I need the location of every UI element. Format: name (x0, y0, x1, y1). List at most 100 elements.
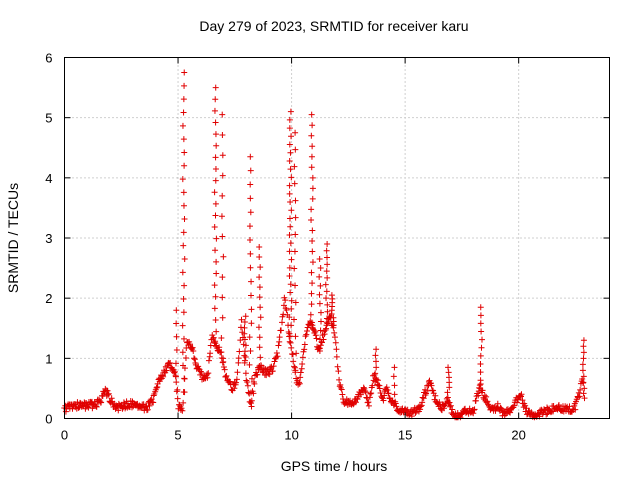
data-point (316, 256, 323, 263)
data-point (243, 377, 250, 384)
data-point (447, 402, 454, 409)
data-point (233, 379, 240, 386)
data-point (160, 373, 167, 380)
data-point (241, 330, 248, 337)
data-point (391, 391, 398, 398)
data-point (317, 327, 324, 334)
data-point (191, 356, 198, 363)
data-point (93, 403, 100, 410)
data-point (171, 369, 178, 376)
data-point (286, 330, 293, 337)
data-point (286, 116, 293, 123)
data-point (477, 304, 484, 311)
data-point (430, 387, 437, 394)
data-point (211, 305, 218, 312)
data-point (172, 360, 179, 367)
data-point (309, 280, 316, 287)
x-tick-label: 20 (511, 428, 525, 443)
data-point (317, 336, 324, 343)
data-point (247, 237, 254, 244)
data-point (339, 391, 346, 398)
data-point (273, 349, 280, 356)
data-point (458, 411, 465, 418)
data-point (288, 133, 295, 140)
data-point (309, 143, 316, 150)
data-point (247, 398, 254, 405)
data-point (257, 304, 264, 311)
data-point (180, 109, 187, 116)
data-point (105, 390, 112, 397)
data-point (212, 200, 219, 207)
data-point (419, 399, 426, 406)
data-point (317, 309, 324, 316)
data-point (105, 391, 112, 398)
data-point (323, 288, 330, 295)
data-point (213, 235, 220, 242)
data-point (286, 248, 293, 255)
data-point (75, 404, 82, 411)
data-point (179, 269, 186, 276)
data-point (180, 295, 187, 302)
data-point (153, 384, 160, 391)
data-point (317, 264, 324, 271)
data-point (181, 255, 188, 262)
data-point (216, 344, 223, 351)
data-point (372, 370, 379, 377)
data-point (248, 320, 255, 327)
data-point (286, 215, 293, 222)
data-point (481, 392, 488, 399)
data-point (218, 349, 225, 356)
data-point (181, 216, 188, 223)
data-point (324, 274, 331, 281)
data-point (475, 392, 482, 399)
data-point (246, 334, 253, 341)
data-point (296, 379, 303, 386)
data-point (287, 199, 294, 206)
data-point (471, 406, 478, 413)
data-point (179, 349, 186, 356)
data-point (180, 335, 187, 342)
data-point (144, 406, 151, 413)
data-point (212, 96, 219, 103)
data-point (436, 399, 443, 406)
data-point (323, 295, 330, 302)
data-point (390, 373, 397, 380)
data-point (478, 344, 485, 351)
data-point (412, 409, 419, 416)
x-tick-label: 10 (284, 428, 298, 443)
data-point (248, 403, 255, 410)
data-point (360, 384, 367, 391)
data-point (299, 354, 306, 361)
data-point (288, 344, 295, 351)
data-point (180, 242, 187, 249)
data-point (354, 396, 361, 403)
data-point (289, 351, 296, 358)
data-point (276, 334, 283, 341)
data-point (97, 398, 104, 405)
data-point (179, 122, 186, 129)
data-point (246, 223, 253, 230)
data-points (61, 69, 588, 421)
y-tick-label: 3 (45, 231, 52, 246)
data-point (316, 345, 323, 352)
data-point (247, 167, 254, 174)
data-point (173, 379, 180, 386)
data-point (241, 336, 248, 343)
data-point (376, 385, 383, 392)
data-point (124, 400, 131, 407)
data-point (167, 360, 174, 367)
data-point (580, 379, 587, 386)
data-point (420, 395, 427, 402)
data-point (286, 264, 293, 271)
data-point (417, 403, 424, 410)
data-point (270, 363, 277, 370)
data-point (580, 349, 587, 356)
data-point (316, 300, 323, 307)
data-point (580, 337, 587, 344)
data-point (246, 361, 253, 368)
data-point (362, 388, 369, 395)
data-point (221, 366, 228, 373)
data-point (218, 213, 225, 220)
data-point (391, 400, 398, 407)
data-point (324, 261, 331, 268)
